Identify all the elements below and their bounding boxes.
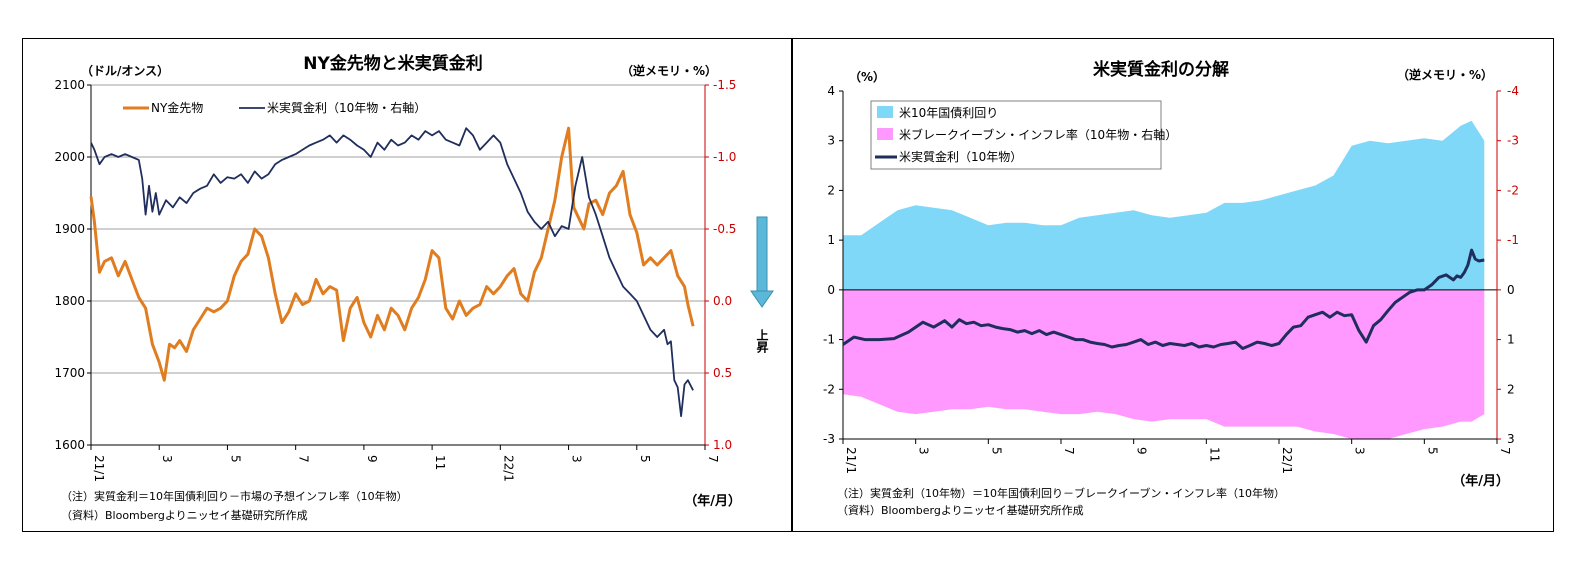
panel-gold-real-rate: NY金先物と米実質金利 （ドル/オンス） （逆メモリ・%） 2100 2000 19… <box>22 38 792 532</box>
y-tick-label-left: 2100 <box>54 78 85 92</box>
series-line <box>90 127 694 418</box>
y-tick-label-right: -1 <box>1507 233 1519 247</box>
legend-label: 米実質金利（10年物） <box>899 149 1022 164</box>
legend-label: 米10年国債利回り <box>899 105 998 120</box>
x-tick-label: 21/1 <box>844 447 858 474</box>
y-tick-label-left: 2 <box>827 183 835 197</box>
arrow-shaft <box>756 216 768 292</box>
legend: NY金先物 米実質金利（10年物・右軸） <box>123 100 426 115</box>
legend-label: NY金先物 <box>151 100 203 115</box>
chart-title: 米実質金利の分解 <box>1093 59 1229 80</box>
x-tick-label: 5 <box>1425 447 1439 455</box>
y-tick-label-left: 4 <box>827 84 835 98</box>
y-tick-label-right: 0.0 <box>713 294 732 308</box>
x-tick-label: 7 <box>297 455 311 463</box>
y-tick-label-left: -2 <box>823 382 835 396</box>
right-axis-unit: （逆メモリ・%） <box>621 63 717 78</box>
y-tick-label-left: 0 <box>827 283 835 297</box>
y-tick-label-left: 1800 <box>54 294 85 308</box>
note-line: （注）実質金利（10年物）＝10年国債利回り－ブレークイーブン・インフレ率（10… <box>837 486 1285 500</box>
x-tick-label: 11 <box>1207 447 1221 462</box>
x-axis-unit: （年/月） <box>684 493 741 509</box>
x-tick-label: 7 <box>1498 447 1512 455</box>
x-tick-label: 3 <box>1353 447 1367 455</box>
y-tick-label-right: -3 <box>1507 134 1519 148</box>
x-tick-label: 21/1 <box>92 455 106 482</box>
x-tick-label: 5 <box>228 455 242 463</box>
y-tick-label-right: -4 <box>1507 84 1519 98</box>
x-tick-label: 11 <box>433 455 447 470</box>
area-layer <box>843 120 1485 439</box>
left-axis-unit: （ドル/オンス） <box>81 63 169 78</box>
y-tick-label-left: 1900 <box>54 222 85 236</box>
y-tick-label-right: -0.5 <box>713 222 736 236</box>
axes: 4 3 2 1 0 -1 -2 -3 -4 -3 -2 -1 0 1 2 3 21/1 3 5 7 9 11 22/1 3 5 7 <box>823 84 1519 474</box>
y-tick-label-left: -3 <box>823 432 835 446</box>
legend-swatch <box>877 128 893 140</box>
y-tick-label-right: 0 <box>1507 283 1515 297</box>
x-tick-label: 3 <box>570 455 584 463</box>
area-10y-yield <box>843 120 1485 290</box>
arrow-label: 上昇 <box>755 328 769 354</box>
chart-title: NY金先物と米実質金利 <box>303 53 483 74</box>
x-tick-label: 9 <box>365 455 379 463</box>
legend-swatch <box>877 106 893 118</box>
y-tick-label-left: 3 <box>827 134 835 148</box>
series-line <box>89 126 695 382</box>
legend-box <box>870 100 1162 170</box>
series-layer <box>842 248 1485 350</box>
x-axis-unit: （年/月） <box>1452 473 1509 489</box>
y-tick-label-left: -1 <box>823 333 835 347</box>
right-axis-unit: （逆メモリ・%） <box>1397 67 1493 82</box>
x-tick-label: 3 <box>160 455 174 463</box>
y-tick-label-right: -2 <box>1507 183 1519 197</box>
y-tick-label-right: -1.0 <box>713 150 736 164</box>
panel-real-rate-decomposition: 米実質金利の分解 （%） （逆メモリ・%） 4 3 2 1 0 -1 -2 -3 -4 -3 -2 -… <box>792 38 1554 532</box>
y-tick-label-right: 1 <box>1507 333 1515 347</box>
area-breakeven-inflation <box>843 289 1485 439</box>
y-tick-label-right: 2 <box>1507 382 1515 396</box>
x-tick-label: 22/1 <box>1280 447 1294 474</box>
source-line: （資料）Bloombergよりニッセイ基礎研究所作成 <box>61 508 308 522</box>
y-tick-label-right: 1.0 <box>713 438 732 452</box>
arrow-head <box>750 290 774 308</box>
y-tick-label-left: 1 <box>827 233 835 247</box>
grid <box>91 84 705 374</box>
y-tick-label-right: 3 <box>1507 432 1515 446</box>
chart-gold-real-rate: NY金先物と米実質金利 （ドル/オンス） （逆メモリ・%） 2100 2000 19… <box>54 53 774 522</box>
series-line <box>842 248 1485 350</box>
x-tick-label: 22/1 <box>501 455 515 482</box>
rise-arrow <box>750 216 774 308</box>
x-tick-label: 3 <box>917 447 931 455</box>
axes: 2100 2000 1900 1800 1700 1600 -1.5 -1.0 -0.5 0.0 0… <box>54 78 736 482</box>
x-tick-label: 9 <box>1135 447 1149 455</box>
legend-label: 米実質金利（10年物・右軸） <box>267 100 426 115</box>
note-line: （注）実質金利＝10年国債利回り－市場の予想インフレ率（10年物） <box>61 489 408 503</box>
chart-real-rate-decomposition: 米実質金利の分解 （%） （逆メモリ・%） 4 3 2 1 0 -1 -2 -3 -4 -3 -2 -… <box>823 59 1519 517</box>
left-axis-unit: （%） <box>849 69 885 84</box>
y-tick-label-left: 2000 <box>54 150 85 164</box>
y-tick-label-left: 1700 <box>54 366 85 380</box>
x-tick-label: 7 <box>1062 447 1076 455</box>
x-tick-label: 7 <box>706 455 720 463</box>
y-tick-label-right: 0.5 <box>713 366 732 380</box>
source-line: （資料）Bloombergよりニッセイ基礎研究所作成 <box>837 503 1084 517</box>
legend-label: 米ブレークイーブン・インフレ率（10年物・右軸） <box>899 127 1177 142</box>
y-tick-label-right: -1.5 <box>713 78 736 92</box>
y-tick-label-left: 1600 <box>54 438 85 452</box>
series-layer <box>89 126 695 418</box>
x-tick-label: 5 <box>989 447 1003 455</box>
x-tick-label: 5 <box>638 455 652 463</box>
